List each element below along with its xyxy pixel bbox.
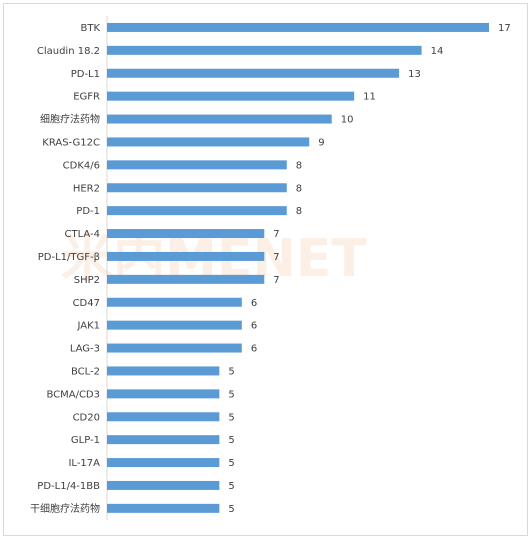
bar	[107, 22, 489, 32]
bar	[107, 320, 242, 330]
data-label: 11	[363, 92, 376, 103]
bar	[107, 343, 242, 353]
data-label: 6	[251, 321, 257, 332]
category-label: CD47	[73, 298, 100, 309]
category-label: JAK1	[76, 321, 100, 332]
data-label: 7	[273, 252, 279, 263]
data-label: 10	[341, 115, 354, 126]
data-label: 5	[228, 481, 234, 492]
bar	[107, 137, 310, 147]
category-label: GLP-1	[71, 435, 100, 446]
bar	[107, 366, 220, 376]
data-label: 8	[296, 160, 302, 171]
category-label: PD-1	[76, 206, 100, 217]
data-label: 5	[228, 366, 234, 377]
bar	[107, 160, 287, 170]
category-label: CDK4/6	[63, 160, 100, 171]
bar	[107, 274, 265, 284]
bars-layer: BTK 17 Claudin 18.2 14 PD-L1 13 EGFR 11 细胞疗法药物 10…	[30, 22, 511, 515]
category-label: PD-L1/TGF-β	[38, 252, 100, 263]
bar	[107, 183, 287, 193]
data-label: 5	[228, 458, 234, 469]
bar	[107, 251, 265, 261]
bar	[107, 503, 220, 513]
data-label: 8	[296, 206, 302, 217]
data-label: 5	[228, 435, 234, 446]
category-label: KRAS-G12C	[42, 137, 100, 148]
category-label: BTK	[80, 23, 100, 34]
bar	[107, 435, 220, 445]
category-label: CTLA-4	[65, 229, 100, 240]
bar	[107, 45, 422, 55]
category-label: 干细胞疗法药物	[30, 502, 100, 515]
bar	[107, 297, 242, 307]
data-label: 7	[273, 275, 279, 286]
category-label: IL-17A	[68, 458, 100, 469]
bar	[107, 389, 220, 399]
category-label: LAG-3	[70, 344, 100, 355]
bar	[107, 206, 287, 216]
data-label: 6	[251, 298, 257, 309]
data-label: 8	[296, 183, 302, 194]
chart-frame: 米内MENET BTK 17 Claudin 18.2 14 PD-L1 13 EGFR 11…	[3, 3, 528, 536]
data-label: 13	[408, 69, 421, 80]
bar	[107, 412, 220, 422]
data-label: 6	[251, 344, 257, 355]
category-label: BCMA/CD3	[46, 389, 100, 400]
data-label: 17	[498, 23, 511, 34]
bar	[107, 480, 220, 490]
data-label: 5	[228, 389, 234, 400]
bar	[107, 229, 265, 239]
data-label: 14	[431, 46, 444, 57]
data-label: 5	[228, 412, 234, 423]
data-label: 7	[273, 229, 279, 240]
data-label: 9	[318, 137, 324, 148]
category-label: PD-L1/4-1BB	[37, 481, 100, 492]
category-label: HER2	[73, 183, 100, 194]
category-label: CD20	[73, 412, 100, 423]
category-label: Claudin 18.2	[37, 46, 100, 57]
category-label: BCL-2	[71, 366, 100, 377]
category-label: PD-L1	[71, 69, 100, 80]
bar	[107, 458, 220, 468]
category-label: EGFR	[73, 92, 100, 103]
category-label: 细胞疗法药物	[40, 113, 100, 126]
data-label: 5	[228, 504, 234, 515]
bar	[107, 114, 332, 124]
bar	[107, 91, 355, 101]
category-label: SHP2	[74, 275, 100, 286]
bar	[107, 68, 400, 78]
